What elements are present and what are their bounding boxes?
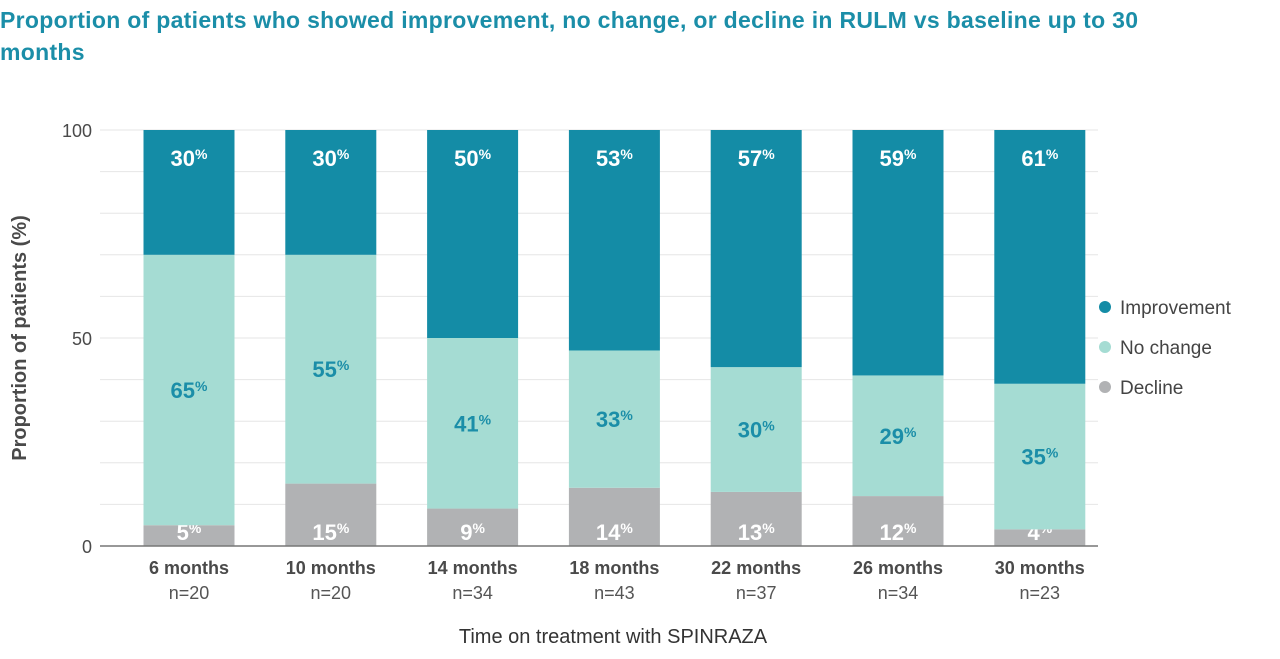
bar-segment-improvement [852,130,944,376]
bar-segment-improvement [994,130,1086,384]
legend-label-improvement: Improvement [1120,298,1232,319]
data-label: 50% [454,146,491,171]
bar-segment-improvement [710,130,802,368]
y-tick-label: 50 [72,329,92,349]
bar-segment-no-change [852,375,944,497]
data-label: 13% [738,520,775,545]
data-label: 15% [312,520,349,545]
sample-size-label: n=23 [1020,583,1061,603]
x-category-label: 22 months [711,558,801,578]
x-category-label: 10 months [286,558,376,578]
chart-title: Proportion of patients who showed improv… [0,7,1139,65]
bars: 5%65%30%15%55%30%9%41%50%14%33%53%13%30%… [143,130,1086,546]
bar-segment-decline [568,487,660,546]
legend-swatch-no-change [1099,341,1111,353]
bar-segment-improvement [143,130,235,255]
bar-segment-improvement [285,130,377,255]
legend-label-no-change: No change [1120,338,1212,359]
y-tick-label: 100 [62,121,92,141]
y-tick-label: 0 [82,537,92,557]
bar-segment-no-change [143,254,235,526]
data-label: 29% [880,424,917,449]
x-category-label: 18 months [569,558,659,578]
bar-segment-no-change [994,383,1086,530]
data-label: 33% [596,407,633,432]
y-axis-ticks: 0 50 100 [62,121,92,557]
data-label: 53% [596,146,633,171]
bar-segment-no-change [568,350,660,488]
x-category-label: 6 months [149,558,229,578]
data-label: 30% [171,146,208,171]
bar-segment-decline [994,529,1086,546]
data-label: 55% [312,357,349,382]
sample-size-label: n=34 [878,583,919,603]
x-category-label: 14 months [428,558,518,578]
bar-segment-no-change [710,367,802,492]
bar-segment-decline [710,491,802,546]
bar-segment-improvement [427,130,519,338]
data-label: 61% [1021,146,1058,171]
bar-segment-no-change [427,338,519,509]
bar-segment-decline [427,508,519,546]
sample-size-label: n=34 [452,583,493,603]
bar-segment-improvement [568,130,660,351]
x-category-label: 26 months [853,558,943,578]
data-label: 35% [1021,445,1058,470]
sample-size-label: n=20 [169,583,210,603]
sample-size-label: n=43 [594,583,635,603]
y-axis-label: Proportion of patients (%) [9,215,31,461]
data-label: 14% [596,520,633,545]
legend-swatch-improvement [1099,301,1111,313]
data-label: 12% [880,520,917,545]
data-label: 59% [880,146,917,171]
x-axis-categories: 6 months n=20 10 months n=20 14 months n=34 18… [149,558,1085,603]
sample-size-label: n=20 [311,583,352,603]
sample-size-label: n=37 [736,583,777,603]
bar-segment-no-change [285,254,377,484]
legend-swatch-decline [1099,381,1111,393]
data-label: 41% [454,411,491,436]
x-category-label: 30 months [995,558,1085,578]
legend: Improvement No change Decline [1099,298,1232,399]
data-label: 30% [312,146,349,171]
bar-segment-decline [852,496,944,546]
data-label: 57% [738,146,775,171]
data-label: 9% [460,520,485,545]
data-label: 30% [738,418,775,443]
data-label: 65% [171,378,208,403]
legend-label-decline: Decline [1120,378,1183,399]
bar-segment-decline [285,483,377,546]
x-axis-label: Time on treatment with SPINRAZA [459,626,768,648]
bar-segment-decline [143,525,235,546]
